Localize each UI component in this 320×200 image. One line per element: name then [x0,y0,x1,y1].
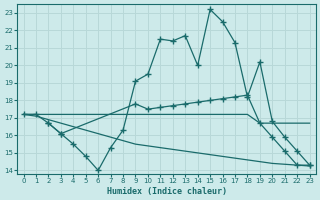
X-axis label: Humidex (Indice chaleur): Humidex (Indice chaleur) [107,187,227,196]
